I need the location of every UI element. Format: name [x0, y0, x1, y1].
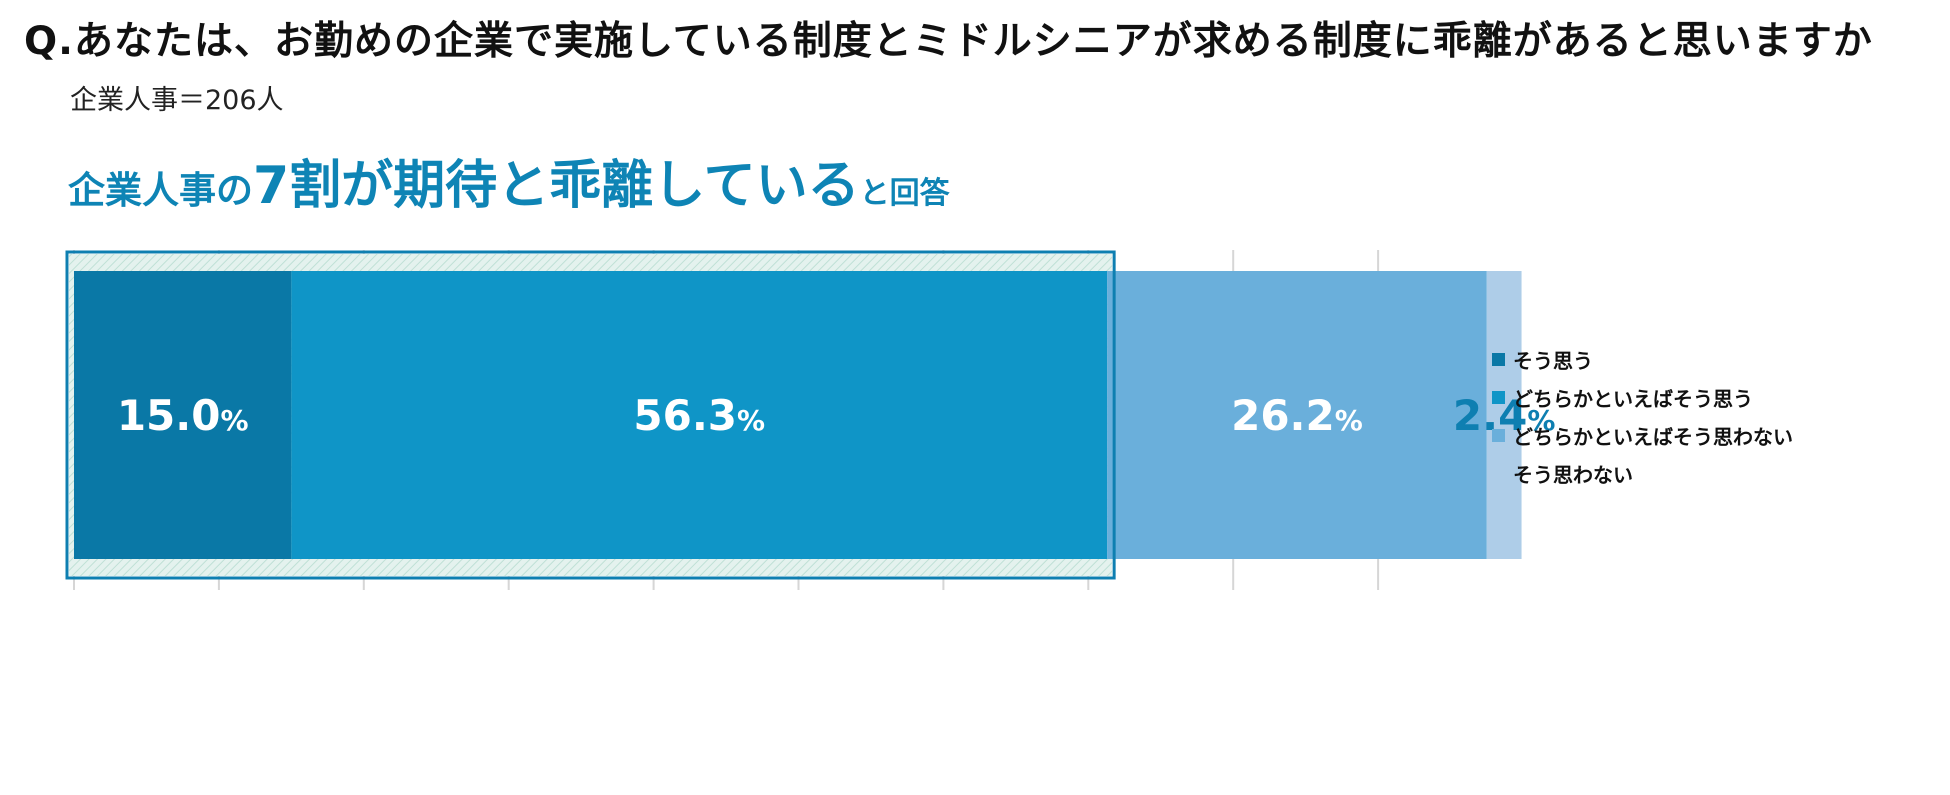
legend-item: そう思う — [1492, 340, 1793, 378]
legend-item: そう思わない — [1492, 454, 1793, 492]
legend-label: どちらかといえばそう思う — [1513, 386, 1753, 411]
data-label: 56.3% — [633, 391, 765, 440]
bar-segment — [74, 271, 292, 559]
headline: 企業人事の7割が期待と乖離していると回答 — [68, 160, 950, 212]
data-label-value: 2.4 — [1453, 391, 1527, 440]
headline-part1: 企業人事の — [68, 169, 253, 212]
headline-part2: 7割が期待と乖離している — [253, 156, 860, 216]
data-label-unit: % — [737, 404, 765, 437]
sample-size: 企業人事＝206人 — [70, 85, 284, 116]
legend-label: そう思わない — [1513, 462, 1633, 487]
question-title: Q.あなたは、お勤めの企業で実施している制度とミドルシニアが求める制度に乖離があ… — [24, 19, 1873, 64]
data-labels: 15.0% 56.3% 26.2% 2.4% — [117, 391, 1556, 440]
bar-segment — [1107, 271, 1487, 559]
legend-swatch — [1492, 390, 1505, 404]
highlight-frame-rect — [65, 250, 1116, 580]
data-label: 26.2% — [1231, 391, 1363, 440]
bar-segment — [1486, 271, 1522, 559]
data-label-value: 15.0 — [117, 391, 221, 440]
legend: そう思うどちらかといえばそう思うどちらかといえばそう思わない そう思わない — [1492, 340, 1793, 492]
bar-segment — [291, 271, 1108, 559]
data-label: 2.4% — [1453, 391, 1555, 440]
stacked-bar-chart: 15.0% 56.3% 26.2% 2.4% — [65, 250, 1556, 590]
legend-item: どちらかといえばそう思う — [1492, 378, 1793, 416]
legend-swatch — [1492, 352, 1505, 366]
bar-segments — [74, 271, 1522, 559]
legend-label: どちらかといえばそう思わない — [1513, 424, 1793, 449]
data-label-unit: % — [220, 404, 248, 437]
legend-swatch — [1492, 428, 1505, 442]
data-label-value: 56.3 — [633, 391, 737, 440]
highlight-frame — [65, 250, 1116, 580]
legend-swatch — [1492, 466, 1505, 480]
legend-item: どちらかといえばそう思わない — [1492, 416, 1793, 454]
data-label-value: 26.2 — [1231, 391, 1335, 440]
legend-label: そう思う — [1513, 348, 1593, 373]
data-label-unit: % — [1527, 404, 1555, 437]
data-label: 15.0% — [117, 391, 249, 440]
headline-part3: と回答 — [859, 176, 950, 211]
data-label-unit: % — [1335, 404, 1363, 437]
